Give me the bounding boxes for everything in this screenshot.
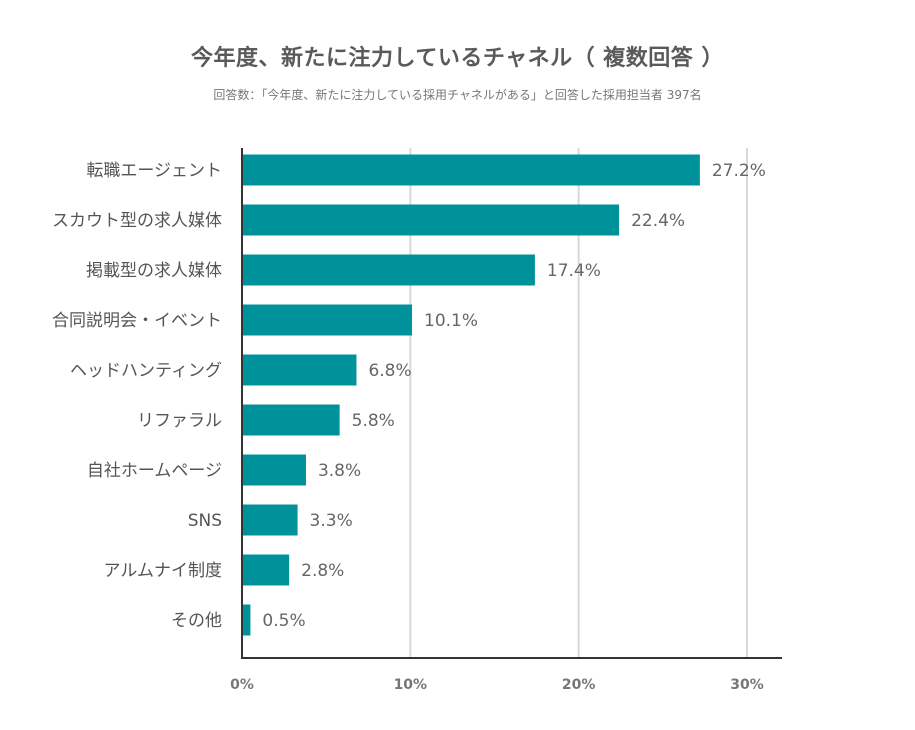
x-tick-label: 20% [562,677,596,693]
value-label: 27.2% [712,161,766,181]
category-label: アルムナイ制度 [104,561,223,581]
bar [242,404,340,436]
x-tick-label: 10% [394,677,428,693]
category-label: リファラル [137,411,222,431]
bar [242,354,357,386]
value-label: 0.5% [262,611,305,631]
category-label: 転職エージェント [86,161,222,181]
bar [242,604,251,636]
bar [242,254,535,286]
bar [242,554,290,586]
value-label: 22.4% [631,211,685,231]
category-label: スカウト型の求人媒体 [52,211,222,231]
value-label: 5.8% [352,411,395,431]
bar [242,154,700,186]
category-label: その他 [171,611,222,631]
bar [242,504,298,536]
category-label: 掲載型の求人媒体 [86,261,222,281]
category-label: 合同説明会・イベント [52,311,222,331]
value-label: 2.8% [301,561,344,581]
value-label: 3.3% [310,511,353,531]
bar [242,204,620,236]
value-label: 6.8% [368,361,411,381]
chart-title: 今年度、新たに注力しているチャネル（ 複数回答 ） [191,46,724,71]
axes [241,148,782,659]
value-label: 3.8% [318,461,361,481]
x-tick-label: 30% [730,677,764,693]
category-label: SNS [188,511,222,531]
chart-subtitle: 回答数：「今年度、新たに注力している採用チャネルがある」と回答した採用担当者 3… [213,88,702,102]
category-label: ヘッドハンティング [70,361,222,381]
bar [242,304,413,336]
bar [242,454,306,486]
category-label: 自社ホームページ [87,461,222,481]
x-tick-label: 0% [230,677,254,693]
value-label: 10.1% [424,311,478,331]
bars [242,154,700,636]
value-label: 17.4% [547,261,601,281]
labels: 0% 10% 20% 30% 転職エージェント 27.2% スカウト型の求人媒体 22.4% 掲… [52,161,766,693]
